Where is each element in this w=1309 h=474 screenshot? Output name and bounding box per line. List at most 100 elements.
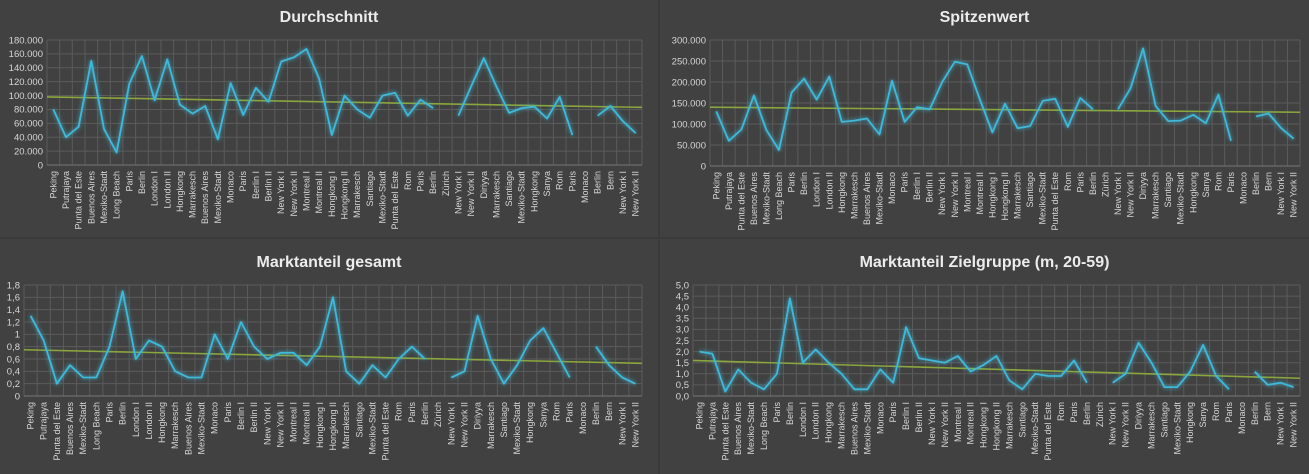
x-tick-label: New York II — [459, 402, 469, 448]
x-tick-label: Bern — [1263, 402, 1273, 421]
x-tick-label: Marrakesch — [486, 402, 496, 449]
x-tick-label: Rom — [1213, 172, 1223, 191]
x-tick-label: Mexiko-Stadt — [99, 171, 109, 224]
x-tick-label: New York I — [1108, 402, 1118, 445]
y-tick-label: 4,0 — [676, 303, 689, 314]
x-tick-label: Paris — [772, 402, 782, 423]
x-tick-label: Punta del Este — [1050, 172, 1060, 231]
x-tick-label: Hongkong — [1185, 402, 1195, 443]
chart-title: Marktanteil Zielgruppe (m, 20-59) — [860, 254, 1110, 271]
series-line — [715, 60, 1094, 151]
x-tick-label: London I — [798, 402, 808, 437]
x-tick-label: Punta del Este — [736, 172, 746, 231]
x-tick-label: Monaco — [875, 402, 885, 434]
x-tick-label: Bern — [604, 402, 614, 421]
x-tick-label: Mexiko-Stadt — [1030, 402, 1040, 455]
x-tick-label: Berlin — [799, 172, 809, 195]
x-tick-label: Montreal II — [975, 172, 985, 215]
y-tick-label: 80.000 — [14, 105, 43, 116]
x-tick-label: Marrakesch — [1146, 402, 1156, 449]
x-tick-label: Putrajaya — [724, 172, 734, 210]
x-tick-label: Putrajaya — [707, 402, 717, 440]
x-tick-label: Putrajaya — [39, 402, 49, 440]
x-tick-label: Peking — [26, 402, 36, 430]
x-tick-label: Mexiko-Stadt — [512, 402, 522, 455]
y-tick-label: 0,0 — [676, 391, 689, 402]
x-tick-label: Paris — [888, 402, 898, 423]
x-tick-label: Marrakesch — [188, 171, 198, 218]
x-tick-label: New York I — [453, 171, 463, 214]
x-tick-label: Hongkong — [837, 172, 847, 213]
x-tick-label: Rom — [1211, 402, 1221, 421]
x-tick-label: Berlin I — [236, 402, 246, 430]
x-tick-label: New York I — [1276, 172, 1286, 215]
x-tick-label: Berlin I — [901, 402, 911, 430]
x-tick-label: Hongkong — [175, 171, 185, 212]
x-tick-label: Paris — [104, 402, 114, 423]
y-tick-label: 0,5 — [676, 380, 689, 391]
x-tick-label: Monaco — [210, 402, 220, 434]
x-tick-label: Hongkong — [529, 171, 539, 212]
x-tick-label: Buenos Aires — [849, 402, 859, 456]
x-tick-label: Punta del Este — [390, 171, 400, 230]
x-tick-label: Mexiko-Stadt — [1172, 402, 1182, 455]
x-tick-label: Punta del Este — [1043, 402, 1053, 461]
x-tick-label: Hongkong — [157, 402, 167, 443]
x-tick-label: Punta del Este — [381, 402, 391, 461]
series-line — [699, 297, 1088, 393]
x-tick-label: Zürich — [1095, 402, 1105, 427]
series-line — [1254, 370, 1294, 388]
series-line — [52, 48, 434, 154]
trend-line — [709, 106, 1301, 114]
x-tick-label: Sanya — [538, 402, 548, 428]
x-tick-label: Santiago — [1163, 172, 1173, 208]
y-tick-label: 60.000 — [14, 119, 43, 130]
x-tick-label: Montreal I — [289, 402, 299, 442]
x-tick-label: New York I — [262, 402, 272, 445]
x-tick-label: Santiago — [499, 402, 509, 438]
x-tick-label: Montreal II — [314, 171, 324, 214]
y-tick-label: 1,5 — [676, 358, 689, 369]
x-tick-label: Sanya — [542, 171, 552, 197]
x-tick-label: Berlin II — [914, 402, 924, 433]
x-tick-label: New York I — [1276, 402, 1286, 445]
y-tick-label: 0,2 — [7, 379, 20, 390]
x-tick-label: Long Beach — [774, 172, 784, 220]
x-tick-label: Berlin — [137, 171, 147, 194]
x-tick-label: Long Beach — [112, 171, 122, 219]
x-tick-label: Punta del Este — [720, 402, 730, 461]
x-tick-label: Berlin — [591, 402, 601, 425]
x-tick-label: New York II — [1289, 172, 1299, 218]
x-tick-label: London II — [162, 171, 172, 209]
x-tick-label: Paris — [565, 402, 575, 423]
x-tick-label: London II — [144, 402, 154, 440]
series-line — [29, 290, 426, 385]
x-tick-label: Rom — [1063, 172, 1073, 191]
x-tick-label: Mexiko-Stadt — [1038, 172, 1048, 225]
x-tick-label: Paris — [1075, 172, 1085, 193]
x-tick-label: Marrakesch — [491, 171, 501, 218]
x-tick-label: New York II — [1289, 402, 1299, 448]
x-tick-label: Montreal I — [302, 171, 312, 211]
x-tick-label: New York I — [617, 402, 627, 445]
x-tick-label: Hongkong I — [315, 402, 325, 448]
x-tick-label: Marrakesch — [1151, 172, 1161, 219]
series-line — [1112, 341, 1230, 390]
x-tick-label: New York II — [1121, 402, 1131, 448]
series-line — [595, 346, 636, 385]
series-line — [450, 314, 571, 385]
x-tick-label: Berlin I — [251, 171, 261, 199]
x-tick-label: Monaco — [580, 171, 590, 203]
x-tick-label: Montreal I — [953, 402, 963, 442]
y-tick-label: 180.000 — [9, 35, 43, 46]
x-tick-label: New York II — [289, 171, 299, 217]
x-tick-label: Mexiko-Stadt — [761, 172, 771, 225]
x-tick-label: Rom — [1056, 402, 1066, 421]
x-tick-label: New York II — [630, 402, 640, 448]
y-tick-label: 3,5 — [676, 314, 689, 325]
chart-panel-durchschnitt: Durchschnitt 0 20.000 40.000 60.000 80.000 100… — [0, 0, 658, 237]
x-tick-label: Buenos Aires — [65, 402, 75, 456]
x-tick-label: Rom — [555, 171, 565, 190]
x-tick-label: Paris — [567, 171, 577, 192]
y-tick-label: 1,2 — [7, 317, 20, 328]
